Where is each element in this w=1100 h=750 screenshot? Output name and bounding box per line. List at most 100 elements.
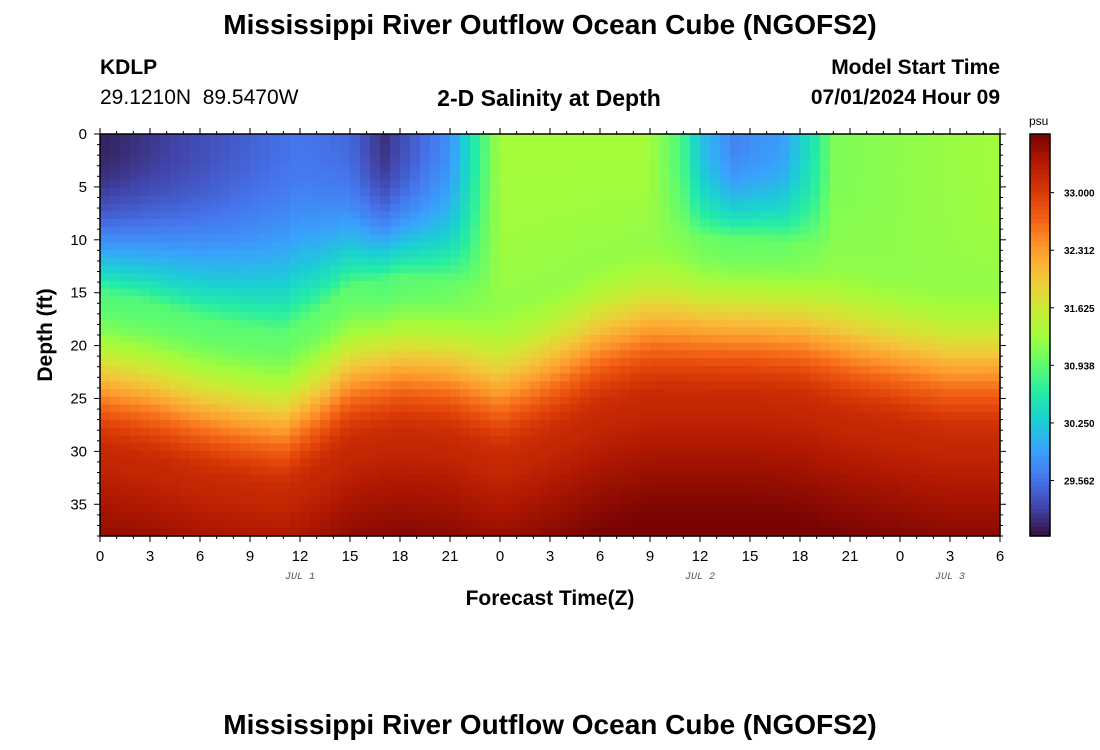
- heatmap-cell: [370, 373, 381, 382]
- heatmap-cell: [290, 474, 301, 483]
- heatmap-cell: [840, 242, 851, 251]
- heatmap-cell: [190, 211, 201, 220]
- heatmap-cell: [280, 389, 291, 398]
- heatmap-cell: [530, 219, 541, 228]
- model-start-value: 07/01/2024 Hour 09: [810, 86, 1000, 109]
- heatmap-cell: [640, 157, 651, 166]
- heatmap-cell: [900, 327, 911, 336]
- heatmap-cell: [580, 226, 591, 236]
- heatmap-cell: [520, 520, 531, 529]
- heatmap-cell: [300, 404, 311, 413]
- heatmap-cell: [840, 505, 851, 514]
- heatmap-cell: [870, 273, 881, 282]
- heatmap-cell: [200, 389, 211, 398]
- heatmap-cell: [220, 350, 231, 359]
- heatmap-cell: [930, 481, 941, 491]
- heatmap-cell: [320, 350, 331, 359]
- heatmap-cell: [270, 404, 281, 413]
- heatmap-cell: [810, 435, 821, 444]
- heatmap-cell: [780, 288, 791, 297]
- heatmap-cell: [590, 466, 601, 475]
- heatmap-cell: [670, 164, 681, 174]
- heatmap-cell: [590, 327, 601, 336]
- heatmap-cell: [820, 358, 831, 367]
- heatmap-cell: [450, 234, 461, 243]
- heatmap-cell: [690, 249, 701, 259]
- heatmap-cell: [900, 195, 911, 205]
- heatmap-cell: [370, 466, 381, 475]
- heatmap-cell: [390, 319, 401, 328]
- heatmap-cell: [600, 396, 611, 406]
- heatmap-cell: [340, 412, 351, 421]
- heatmap-cell: [640, 412, 651, 421]
- heatmap-cell: [430, 327, 441, 336]
- heatmap-cell: [250, 512, 261, 522]
- colorbar-segment: [1030, 285, 1050, 291]
- heatmap-cell: [110, 211, 121, 220]
- heatmap-cell: [540, 234, 551, 243]
- heatmap-cell: [950, 149, 961, 158]
- heatmap-cell: [290, 134, 301, 143]
- heatmap-cell: [610, 327, 621, 336]
- heatmap-cell: [780, 134, 791, 143]
- heatmap-cell: [340, 134, 351, 143]
- heatmap-cell: [370, 265, 381, 274]
- heatmap-cell: [450, 149, 461, 158]
- heatmap-cell: [100, 195, 111, 205]
- heatmap-cell: [920, 134, 931, 143]
- heatmap-cell: [300, 319, 311, 328]
- heatmap-cell: [360, 149, 371, 158]
- heatmap-cell: [670, 358, 681, 367]
- heatmap-cell: [560, 342, 571, 352]
- heatmap-cell: [490, 381, 501, 390]
- heatmap-cell: [420, 327, 431, 336]
- heatmap-cell: [560, 273, 571, 282]
- heatmap-cell: [110, 404, 121, 413]
- heatmap-cell: [760, 327, 771, 336]
- heatmap-cell: [540, 195, 551, 205]
- heatmap-cell: [610, 512, 621, 522]
- heatmap-cell: [130, 373, 141, 382]
- heatmap-cell: [810, 203, 821, 212]
- colorbar-segment: [1030, 375, 1050, 381]
- colorbar-segment: [1030, 317, 1050, 323]
- heatmap-cell: [120, 520, 131, 529]
- heatmap-cell: [870, 342, 881, 352]
- heatmap-cell: [310, 342, 321, 352]
- heatmap-cell: [230, 481, 241, 491]
- heatmap-cell: [780, 505, 791, 514]
- heatmap-cell: [810, 164, 821, 174]
- heatmap-cell: [880, 319, 891, 328]
- heatmap-cell: [390, 304, 401, 313]
- heatmap-cell: [710, 373, 721, 382]
- heatmap-cell: [980, 396, 991, 406]
- heatmap-cell: [150, 157, 161, 166]
- heatmap-cell: [950, 288, 961, 297]
- heatmap-cell: [790, 342, 801, 352]
- heatmap-cell: [900, 458, 911, 468]
- heatmap-cell: [750, 296, 761, 305]
- heatmap-cell: [620, 319, 631, 328]
- heatmap-cell: [190, 412, 201, 421]
- heatmap-cell: [250, 242, 261, 251]
- heatmap-cell: [150, 234, 161, 243]
- heatmap-cell: [610, 389, 621, 398]
- heatmap-cell: [830, 458, 841, 468]
- heatmap-cell: [170, 134, 181, 143]
- heatmap-cell: [850, 350, 861, 359]
- heatmap-cell: [250, 296, 261, 305]
- heatmap-cell: [350, 427, 361, 437]
- heatmap-cell: [620, 226, 631, 236]
- heatmap-cell: [420, 381, 431, 390]
- heatmap-cell: [470, 188, 481, 197]
- heatmap-cell: [720, 520, 731, 529]
- heatmap-cell: [770, 528, 781, 537]
- heatmap-cell: [430, 474, 441, 483]
- heatmap-cell: [300, 520, 311, 529]
- heatmap-cell: [850, 528, 861, 537]
- heatmap-cell: [680, 242, 691, 251]
- heatmap-cell: [920, 420, 931, 429]
- heatmap-cell: [350, 203, 361, 212]
- colorbar-segment: [1030, 276, 1050, 282]
- colorbar-segment: [1030, 268, 1050, 274]
